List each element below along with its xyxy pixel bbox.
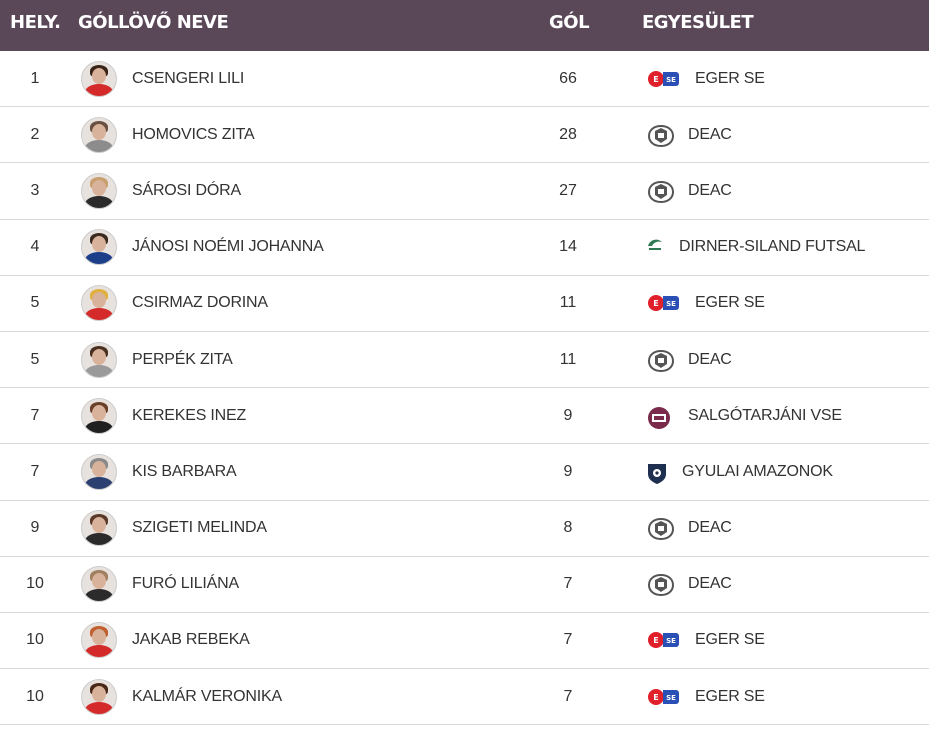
goals-cell: 28 bbox=[559, 125, 577, 143]
goals-cell: 66 bbox=[559, 69, 577, 87]
goals-cell: 11 bbox=[559, 350, 577, 368]
table-header: HELY. GÓLLÖVŐ NEVE GÓL EGYESÜLET bbox=[0, 0, 929, 51]
player-name[interactable]: SÁROSI DÓRA bbox=[132, 181, 241, 199]
rank-cell: 7 bbox=[30, 406, 40, 424]
table-body: 1 CSENGERI LILI 66 E SE EGER SE 2 HOMOVICS ZITA… bbox=[0, 51, 929, 726]
player-name[interactable]: KEREKES INEZ bbox=[132, 406, 247, 424]
gyula-logo-icon bbox=[646, 461, 676, 484]
goals-cell: 14 bbox=[559, 238, 577, 256]
svg-text:E: E bbox=[653, 299, 658, 308]
player-avatar bbox=[81, 172, 117, 209]
player-avatar bbox=[81, 510, 117, 547]
dirner-logo-icon bbox=[646, 236, 676, 258]
svg-text:E: E bbox=[653, 75, 658, 84]
goals-cell: 9 bbox=[563, 406, 573, 424]
player-name[interactable]: KALMÁR VERONIKA bbox=[132, 687, 282, 705]
svg-text:SE: SE bbox=[666, 300, 676, 308]
player-name[interactable]: JÁNOSI NOÉMI JOHANNA bbox=[132, 238, 324, 256]
player-avatar bbox=[81, 566, 117, 603]
rank-cell: 5 bbox=[30, 294, 40, 312]
table-row[interactable]: 2 HOMOVICS ZITA 28 DEAC bbox=[0, 107, 929, 164]
player-name[interactable]: KIS BARBARA bbox=[132, 462, 237, 480]
svg-text:E: E bbox=[653, 636, 658, 645]
player-avatar bbox=[81, 341, 117, 378]
svg-text:SE: SE bbox=[666, 637, 676, 645]
club-name[interactable]: DEAC bbox=[688, 181, 732, 199]
header-club[interactable]: EGYESÜLET bbox=[642, 12, 754, 33]
player-avatar bbox=[81, 453, 117, 490]
svg-text:SE: SE bbox=[666, 76, 676, 84]
table-row[interactable]: 7 KIS BARBARA 9 GYULAI AMAZONOK bbox=[0, 444, 929, 501]
rank-cell: 5 bbox=[30, 350, 40, 368]
player-name[interactable]: PERPÉK ZITA bbox=[132, 350, 233, 368]
table-row[interactable]: 5 PERPÉK ZITA 11 DEAC bbox=[0, 332, 929, 389]
svg-text:SE: SE bbox=[666, 694, 676, 702]
deac-logo-icon bbox=[646, 517, 676, 541]
table-row[interactable]: 10 JAKAB REBEKA 7 E SE EGER SE bbox=[0, 613, 929, 670]
eger-se-logo-icon: E SE bbox=[646, 629, 679, 651]
eger-se-logo-icon: E SE bbox=[646, 292, 679, 314]
rank-cell: 10 bbox=[26, 687, 44, 705]
club-name[interactable]: GYULAI AMAZONOK bbox=[682, 462, 833, 480]
rank-cell: 7 bbox=[30, 462, 40, 480]
player-avatar bbox=[81, 60, 117, 97]
deac-logo-icon bbox=[646, 349, 676, 372]
header-rank[interactable]: HELY. bbox=[10, 12, 61, 33]
player-name[interactable]: FURÓ LILIÁNA bbox=[132, 575, 239, 593]
player-avatar bbox=[81, 116, 117, 153]
eger-se-logo-icon: E SE bbox=[646, 686, 679, 708]
rank-cell: 10 bbox=[26, 575, 44, 593]
rank-cell: 1 bbox=[30, 69, 40, 87]
table-row[interactable]: 10 FURÓ LILIÁNA 7 DEAC bbox=[0, 557, 929, 613]
table-row[interactable]: 7 KEREKES INEZ 9 SALGÓTARJÁNI VSE bbox=[0, 388, 929, 445]
deac-logo-icon bbox=[646, 180, 676, 203]
deac-logo-icon bbox=[646, 573, 676, 597]
player-name[interactable]: CSIRMAZ DORINA bbox=[132, 294, 268, 312]
salgotarjan-logo-icon bbox=[646, 405, 676, 429]
header-goals[interactable]: GÓL bbox=[549, 12, 590, 33]
goals-cell: 27 bbox=[559, 181, 577, 199]
rank-cell: 2 bbox=[30, 125, 40, 143]
rank-cell: 9 bbox=[30, 519, 40, 537]
player-name[interactable]: SZIGETI MELINDA bbox=[132, 519, 267, 537]
player-avatar bbox=[81, 622, 117, 659]
club-name[interactable]: DIRNER-SILAND FUTSAL bbox=[679, 238, 866, 256]
goals-cell: 7 bbox=[563, 687, 573, 705]
table-row[interactable]: 1 CSENGERI LILI 66 E SE EGER SE bbox=[0, 51, 929, 108]
player-name[interactable]: HOMOVICS ZITA bbox=[132, 125, 255, 143]
deac-logo-icon bbox=[646, 124, 676, 147]
club-name[interactable]: EGER SE bbox=[695, 69, 765, 87]
table-row[interactable]: 10 KALMÁR VERONIKA 7 E SE EGER SE bbox=[0, 669, 929, 726]
club-name[interactable]: DEAC bbox=[688, 125, 732, 143]
goals-cell: 8 bbox=[563, 519, 573, 537]
goals-cell: 7 bbox=[563, 575, 573, 593]
club-name[interactable]: EGER SE bbox=[695, 294, 765, 312]
table-row[interactable]: 3 SÁROSI DÓRA 27 DEAC bbox=[0, 163, 929, 220]
club-name[interactable]: DEAC bbox=[688, 519, 732, 537]
club-name[interactable]: SALGÓTARJÁNI VSE bbox=[688, 406, 842, 424]
rank-cell: 10 bbox=[26, 631, 44, 649]
table-row[interactable]: 9 SZIGETI MELINDA 8 DEAC bbox=[0, 501, 929, 557]
player-name[interactable]: JAKAB REBEKA bbox=[132, 631, 250, 649]
table-row[interactable]: 5 CSIRMAZ DORINA 11 E SE EGER SE bbox=[0, 276, 929, 332]
rank-cell: 4 bbox=[30, 238, 40, 256]
player-avatar bbox=[81, 285, 117, 322]
header-name[interactable]: GÓLLÖVŐ NEVE bbox=[78, 12, 229, 33]
player-avatar bbox=[81, 397, 117, 434]
goals-cell: 11 bbox=[559, 294, 577, 312]
rank-cell: 3 bbox=[30, 181, 40, 199]
eger-se-logo-icon: E SE bbox=[646, 68, 679, 90]
club-name[interactable]: DEAC bbox=[688, 575, 732, 593]
club-name[interactable]: EGER SE bbox=[695, 631, 765, 649]
club-name[interactable]: EGER SE bbox=[695, 687, 765, 705]
svg-text:E: E bbox=[653, 693, 658, 702]
player-name[interactable]: CSENGERI LILI bbox=[132, 69, 245, 87]
goals-cell: 9 bbox=[563, 462, 573, 480]
player-avatar bbox=[81, 229, 117, 266]
player-avatar bbox=[81, 678, 117, 715]
goals-cell: 7 bbox=[563, 631, 573, 649]
table-row[interactable]: 4 JÁNOSI NOÉMI JOHANNA 14 DIRNER-SILAND FUT… bbox=[0, 220, 929, 276]
club-name[interactable]: DEAC bbox=[688, 350, 732, 368]
